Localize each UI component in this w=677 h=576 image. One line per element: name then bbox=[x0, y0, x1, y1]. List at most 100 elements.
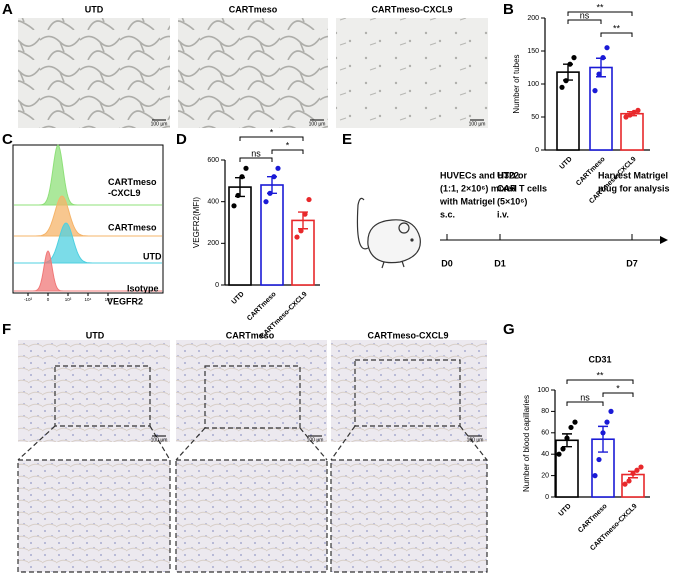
data-point bbox=[267, 190, 273, 196]
histogram-label: UTD bbox=[143, 251, 162, 261]
x-tick-label: CARTmeso bbox=[577, 503, 609, 535]
scale-label: 100 µm bbox=[469, 121, 486, 127]
histogram-curve bbox=[14, 222, 162, 264]
x-tick-label: 10⁴ bbox=[85, 297, 92, 302]
significance-bracket bbox=[567, 19, 602, 24]
data-point bbox=[592, 88, 598, 94]
data-point bbox=[564, 435, 570, 441]
data-point bbox=[592, 473, 598, 479]
data-point bbox=[631, 109, 637, 115]
y-tick-label: 0 bbox=[545, 494, 549, 501]
histogram-label: Isotype bbox=[127, 283, 159, 293]
y-tick-label: 40 bbox=[541, 451, 549, 458]
zoom-guides bbox=[17, 359, 488, 573]
significance-label: * bbox=[616, 383, 620, 393]
x-axis-label: VEGFR2 bbox=[107, 296, 143, 306]
bar bbox=[556, 71, 580, 151]
data-point bbox=[600, 430, 606, 436]
significance-label: * bbox=[286, 140, 290, 150]
timeline-arrow bbox=[660, 236, 668, 244]
micrograph bbox=[18, 340, 170, 442]
scale-label: 100 µm bbox=[307, 437, 324, 443]
data-point bbox=[567, 61, 573, 67]
significance-bracket bbox=[600, 32, 633, 37]
data-point bbox=[604, 45, 610, 51]
significance-bracket bbox=[239, 136, 304, 141]
histogram-label: CARTmeso bbox=[108, 177, 157, 187]
data-point bbox=[560, 446, 566, 452]
timeline-note: CAR T cells bbox=[497, 183, 547, 193]
scale-label: 100 µm bbox=[151, 437, 168, 443]
panel-letter: A bbox=[2, 1, 13, 18]
mouse-icon bbox=[356, 197, 421, 269]
panel-letter: G bbox=[503, 321, 515, 338]
data-point bbox=[302, 211, 308, 217]
panel-letter: D bbox=[176, 131, 187, 148]
x-tick-label: UTD bbox=[558, 503, 573, 518]
y-tick-label: 20 bbox=[541, 472, 549, 479]
data-point bbox=[563, 78, 569, 84]
significance-bracket bbox=[567, 11, 633, 16]
significance-bracket bbox=[239, 157, 273, 162]
significance-label: ns bbox=[580, 392, 590, 402]
data-point bbox=[271, 174, 277, 180]
micrograph bbox=[176, 340, 327, 442]
y-tick-label: 600 bbox=[207, 157, 219, 164]
micrograph bbox=[331, 340, 487, 442]
data-point bbox=[294, 234, 300, 240]
micrograph-zoom bbox=[331, 460, 487, 572]
timeline-day: D0 bbox=[441, 258, 453, 268]
y-tick-label: 100 bbox=[527, 81, 539, 88]
data-point bbox=[263, 199, 269, 205]
y-axis-label: Number of tubes bbox=[512, 54, 521, 113]
bar bbox=[228, 186, 252, 286]
data-point bbox=[627, 112, 633, 118]
data-point bbox=[556, 451, 562, 457]
micrograph-zoom bbox=[18, 460, 170, 572]
micrograph-zoom bbox=[176, 460, 327, 572]
data-point bbox=[638, 464, 644, 470]
data-point bbox=[604, 419, 610, 425]
data-point bbox=[600, 55, 606, 61]
y-tick-label: 0 bbox=[535, 147, 539, 154]
panel-letter: F bbox=[2, 321, 11, 338]
timeline-note: Harvest Matrigel bbox=[598, 170, 668, 180]
data-point bbox=[559, 84, 565, 90]
data-point bbox=[622, 481, 628, 487]
significance-label: * bbox=[270, 127, 274, 137]
data-point bbox=[275, 165, 281, 171]
scale-label: 100 µm bbox=[151, 121, 168, 127]
x-tick-label: -10³ bbox=[24, 297, 33, 302]
timeline-note: HUVECs and H322 bbox=[440, 170, 519, 180]
significance-bracket bbox=[566, 401, 604, 406]
image-title: UTD bbox=[85, 4, 104, 14]
image-title: CARTmeso bbox=[229, 4, 278, 14]
significance-label: ns bbox=[580, 10, 590, 20]
significance-label: ** bbox=[613, 23, 621, 33]
x-tick-label: UTD bbox=[559, 156, 574, 171]
data-point bbox=[635, 107, 641, 113]
data-point bbox=[306, 196, 312, 203]
image-title: CARTmeso-CXCL9 bbox=[371, 4, 452, 14]
data-point bbox=[231, 203, 237, 209]
y-tick-label: 60 bbox=[541, 430, 549, 437]
chart-title: CD31 bbox=[588, 354, 611, 364]
data-point bbox=[634, 467, 640, 473]
histogram-frame bbox=[12, 144, 164, 294]
histogram-label: -CXCL9 bbox=[108, 188, 141, 198]
timeline-day: D1 bbox=[494, 258, 506, 268]
y-tick-label: 0 bbox=[215, 282, 219, 289]
image-title: UTD bbox=[86, 330, 105, 340]
data-point bbox=[630, 470, 636, 477]
timeline-day: D7 bbox=[626, 258, 638, 268]
data-point bbox=[568, 424, 574, 431]
y-tick-label: 80 bbox=[541, 408, 549, 415]
timeline-note: with Matrigel bbox=[439, 196, 495, 206]
timeline-note: plug for analysis bbox=[598, 183, 670, 193]
x-tick-label: 10³ bbox=[65, 297, 72, 302]
timeline-note: (1:1, 2×10⁶) mixed bbox=[440, 183, 517, 193]
x-tick-label: UTD bbox=[231, 291, 246, 306]
histogram-curve bbox=[14, 144, 162, 206]
scale-label: 100 µm bbox=[309, 121, 326, 127]
